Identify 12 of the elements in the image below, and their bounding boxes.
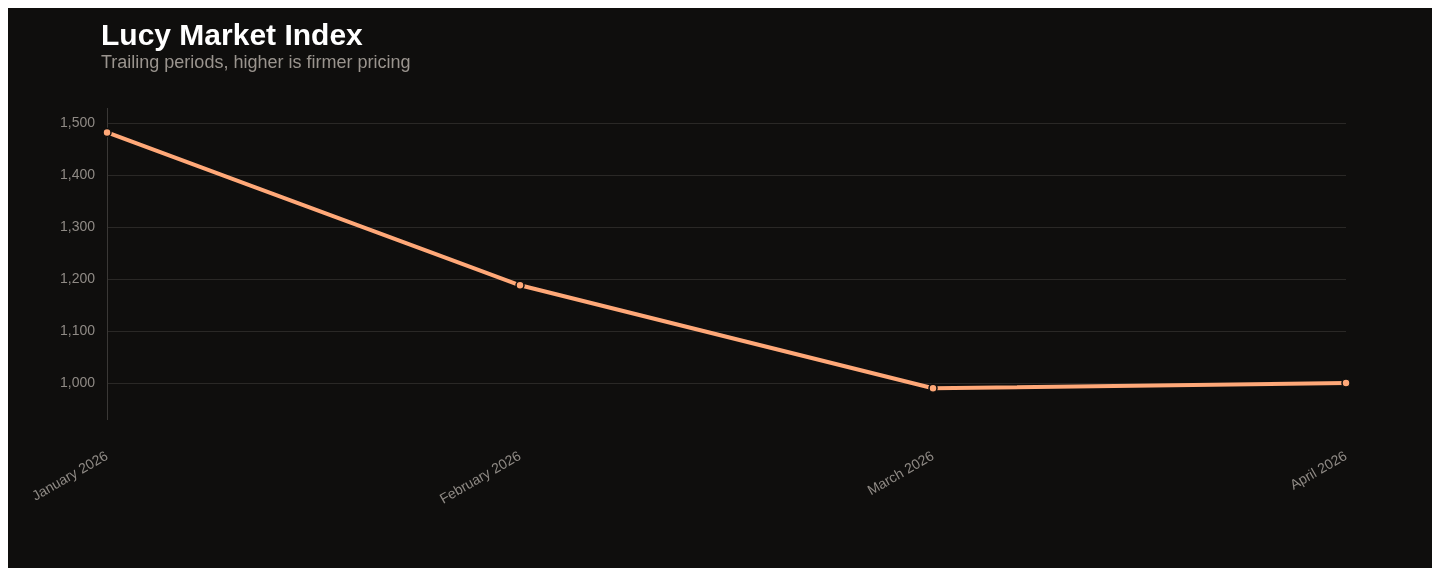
point: [928, 383, 938, 393]
y-tick-label: 1,200: [59, 270, 96, 287]
x-tick-label: April 2026: [1286, 447, 1350, 493]
chart-title: Lucy Market Index: [101, 18, 364, 52]
chart-subtitle: Trailing periods, higher is firmer pricing: [101, 52, 411, 73]
y-tick-label: 1,000: [59, 374, 96, 391]
point: [102, 127, 112, 138]
y-tick-label: 1,500: [59, 114, 96, 131]
y-tick-label: 1,400: [59, 166, 96, 183]
y-tick-label: 1,300: [59, 218, 96, 235]
y-tick-label: 1,100: [59, 322, 96, 339]
point: [1341, 378, 1351, 388]
